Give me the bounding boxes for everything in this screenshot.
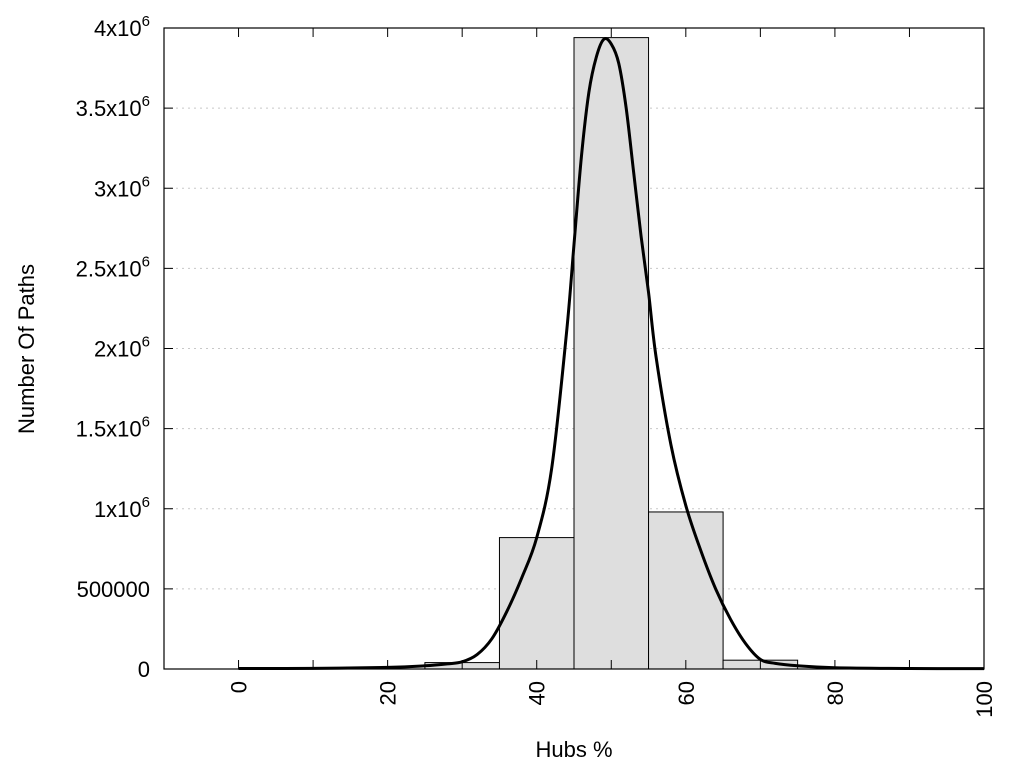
x-tick-label-1: 20 [376, 681, 401, 705]
y-tick-exponent-6: 6 [142, 173, 150, 190]
fit-curve-layer [238, 37, 985, 671]
x-tick-label-5: 100 [972, 681, 997, 718]
y-tick-mantissa-1: 500000 [77, 577, 150, 602]
x-axis-label: Hubs % [535, 737, 612, 762]
y-tick-label-1: 500000 [77, 577, 150, 602]
x-tick-label-3: 60 [674, 681, 699, 705]
y-tick-label-0: 0 [138, 657, 150, 682]
y-tick-exponent-7: 6 [142, 93, 150, 110]
y-tick-exponent-5: 6 [142, 253, 150, 270]
y-tick-exponent-2: 6 [142, 494, 150, 511]
y-tick-labels: 05000001x1061.5x1062x1062.5x1063x1063.5x… [76, 13, 150, 682]
y-tick-mantissa-5: 2.5x10 [76, 256, 142, 281]
y-tick-label-5: 2.5x106 [76, 253, 150, 281]
y-tick-mantissa-0: 0 [138, 657, 150, 682]
y-axis-label: Number Of Paths [14, 264, 39, 434]
x-tick-label-0: 0 [227, 681, 252, 693]
x-tick-label-4: 80 [823, 681, 848, 705]
x-tick-label-2: 40 [525, 681, 550, 705]
y-tick-label-4: 2x106 [94, 334, 150, 362]
y-tick-label-6: 3x106 [94, 173, 150, 201]
y-tick-label-2: 1x106 [94, 494, 150, 522]
x-tick-labels: 0 20 40 60 80 100 [227, 681, 997, 718]
bars [424, 37, 799, 670]
y-tick-mantissa-8: 4x10 [94, 16, 142, 41]
y-tick-exponent-4: 6 [142, 334, 150, 351]
y-tick-mantissa-4: 2x10 [94, 337, 142, 362]
y-tick-label-3: 1.5x106 [76, 414, 150, 442]
axis-ticks [164, 27, 985, 670]
y-tick-mantissa-3: 1.5x10 [76, 417, 142, 442]
fit-curve-line [238, 37, 985, 671]
y-tick-mantissa-7: 3.5x10 [76, 96, 142, 121]
bar-3 [648, 511, 724, 670]
y-tick-mantissa-2: 1x10 [94, 497, 142, 522]
y-tick-label-8: 4x106 [94, 13, 150, 41]
y-tick-exponent-3: 6 [142, 414, 150, 431]
y-tick-label-7: 3.5x106 [76, 93, 150, 121]
y-tick-exponent-8: 6 [142, 13, 150, 30]
y-tick-mantissa-6: 3x10 [94, 176, 142, 201]
